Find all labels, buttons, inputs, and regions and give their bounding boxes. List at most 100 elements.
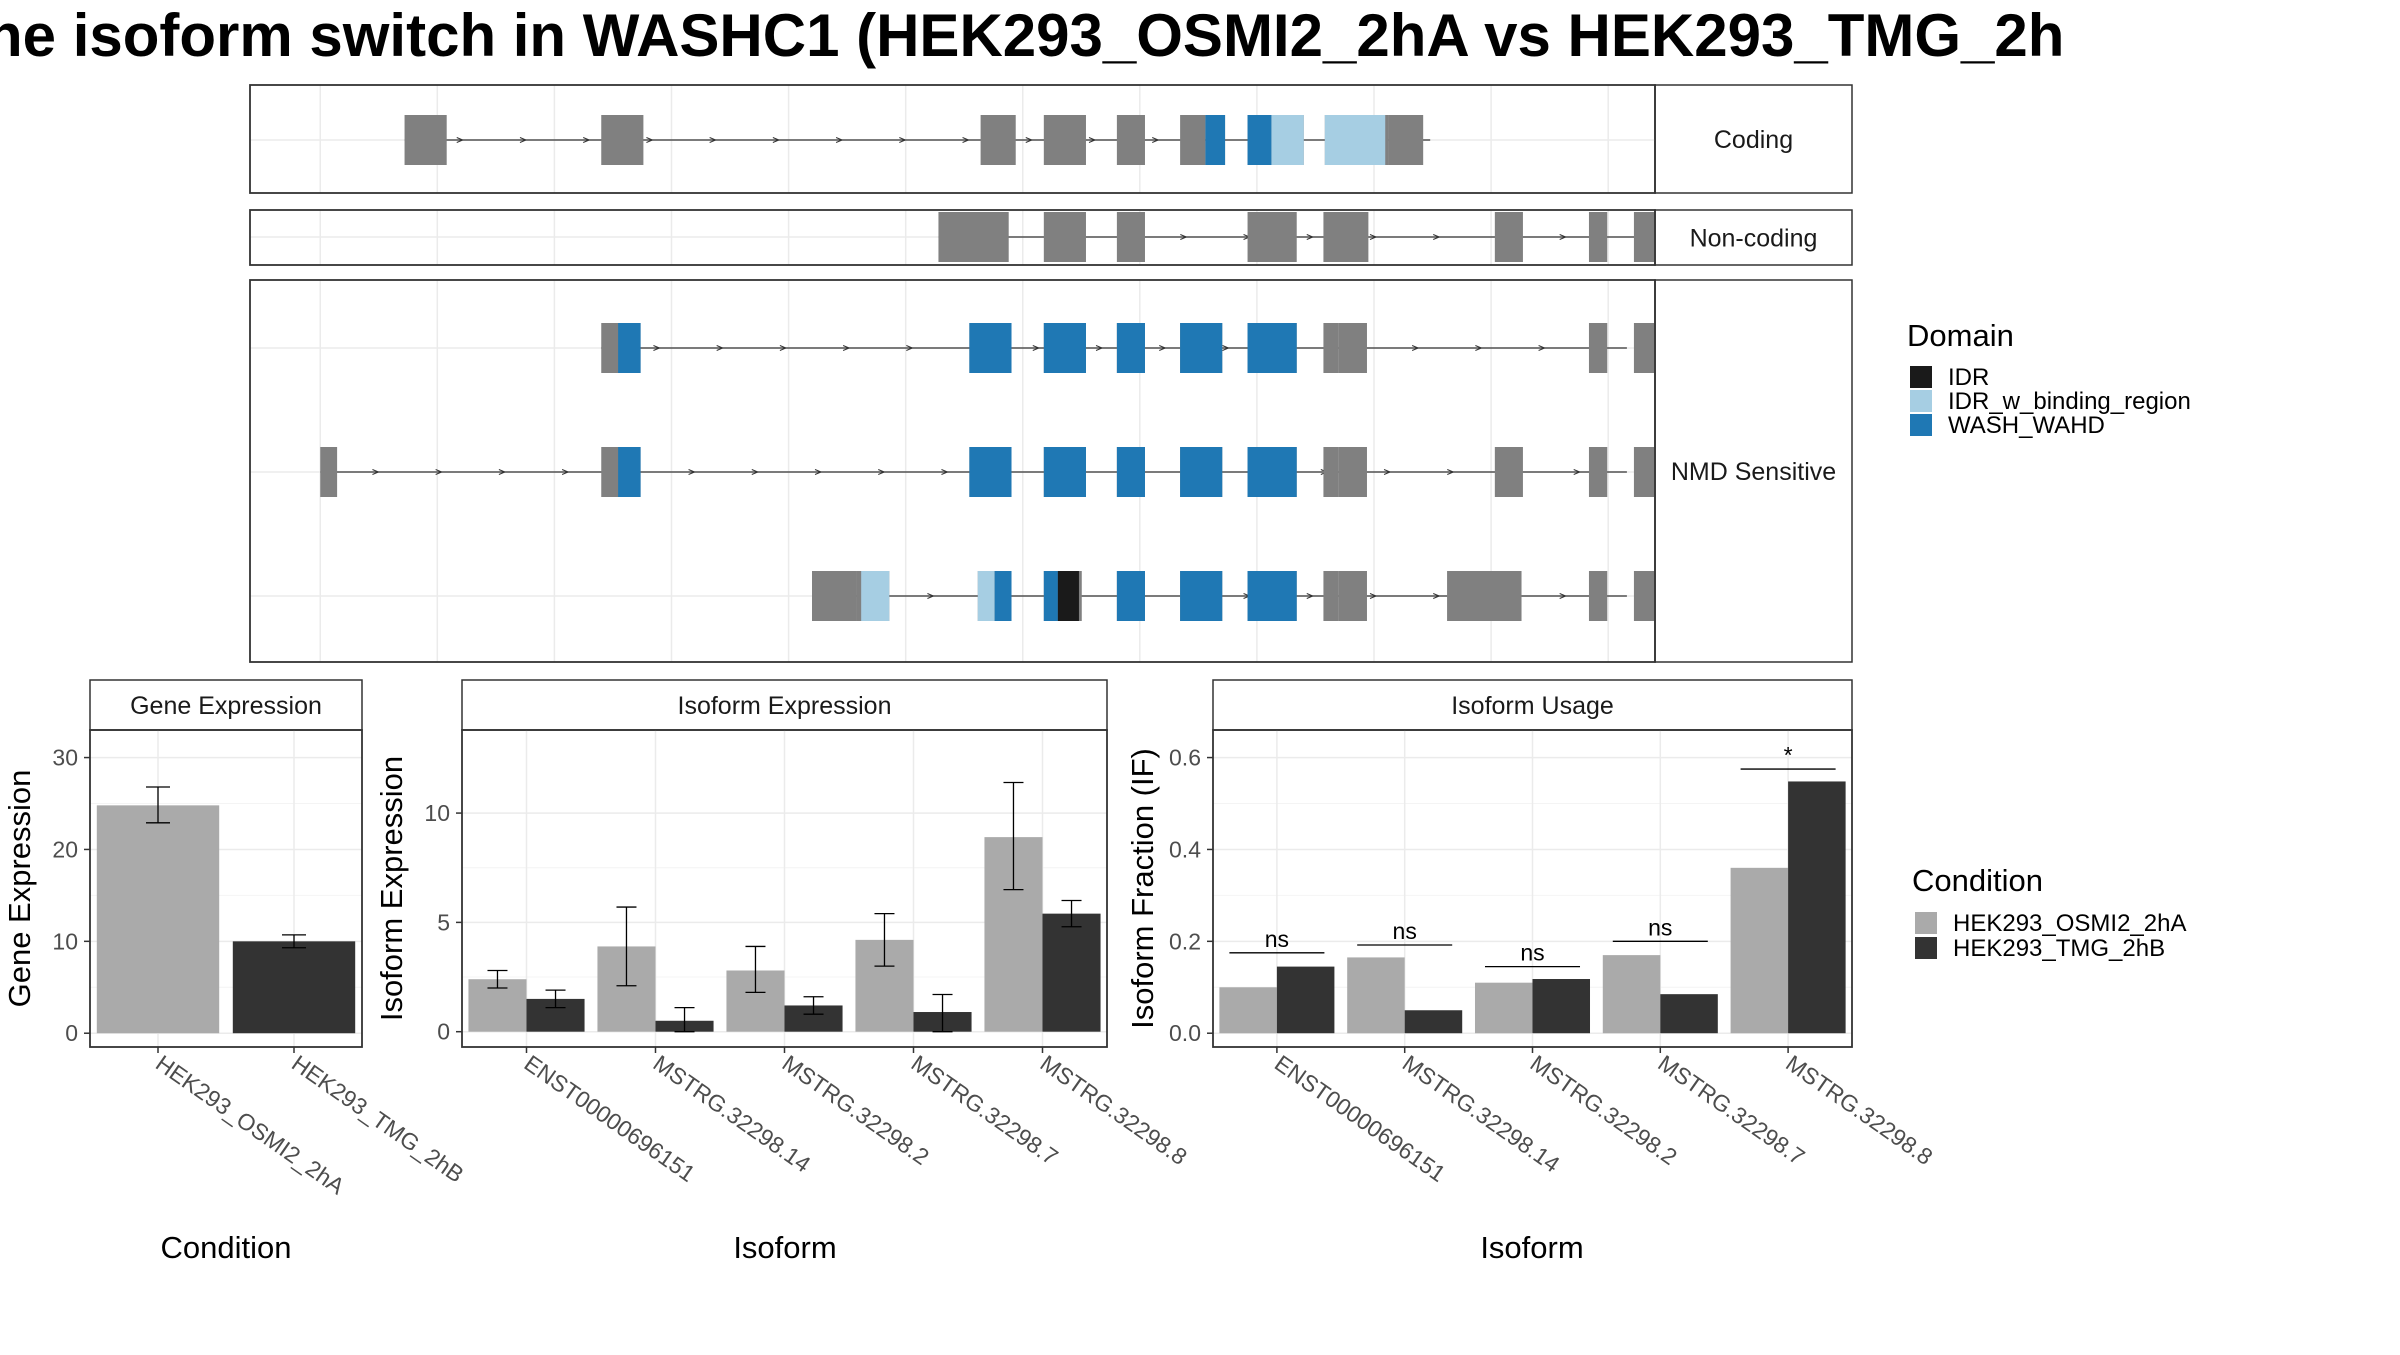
- structure-group-0: Coding ENST00000696151(Unchanged usage): [22, 84, 1853, 194]
- exon: [1323, 571, 1339, 621]
- intron-arrow: [1159, 345, 1167, 351]
- exon: [1338, 323, 1367, 373]
- intron-arrow: [1152, 137, 1160, 143]
- condition-legend-label: HEK293_OSMI2_2hA: [1953, 910, 2186, 937]
- intron-arrow: [1222, 345, 1230, 351]
- intron-arrow: [814, 469, 823, 475]
- x-axis-title: Isoform: [733, 1230, 836, 1265]
- isoform-name: MSTRG.32298.14: [40, 323, 233, 350]
- exon: [1588, 212, 1608, 262]
- intron-arrow: [498, 469, 507, 475]
- isoform-track: MSTRG.32298.14(Decreased usage): [29, 323, 1655, 378]
- domain-legend-label: WASH_WAHD: [1948, 412, 2105, 439]
- exon: [812, 571, 857, 621]
- isoform-usage-label: (Decreased usage): [29, 475, 233, 502]
- domain-legend-key: [1910, 414, 1932, 436]
- bar: [1276, 966, 1335, 1034]
- exon: [601, 115, 644, 165]
- chart-panel-1: Isoform Expression0510ENST00000696151MST…: [374, 679, 1192, 1265]
- domain-wash_wahd: [1116, 571, 1145, 621]
- exon: [1633, 323, 1655, 373]
- bar: [232, 941, 356, 1034]
- significance-label: ns: [1520, 940, 1544, 966]
- chart-border: [1212, 729, 1853, 1048]
- intron-arrow: [1306, 234, 1315, 240]
- domain-wash_wahd: [1180, 447, 1223, 497]
- bar: [1042, 913, 1101, 1032]
- bar: [1404, 1010, 1463, 1034]
- intron-arrow: [779, 345, 788, 351]
- strip-label: Non-coding: [1690, 225, 1818, 253]
- bar: [1347, 957, 1405, 1034]
- bar-chart-panels: Gene Expression0102030HEK293_OSMI2_2hAHE…: [2, 679, 1938, 1265]
- domain-idr_w_binding_region: [1324, 115, 1386, 165]
- domain-wash_wahd: [969, 323, 1012, 373]
- intron-arrow: [561, 469, 570, 475]
- intron-arrow: [899, 137, 907, 143]
- exon: [1323, 212, 1369, 262]
- exon: [1338, 447, 1367, 497]
- significance-label: ns: [1265, 926, 1289, 952]
- isoform-name: ENST00000696151: [22, 115, 233, 142]
- panel-background: [250, 280, 1655, 662]
- intron-arrow: [878, 469, 886, 475]
- domain-wash_wahd: [1247, 447, 1297, 497]
- domain-wash_wahd: [618, 447, 641, 497]
- intron-arrow: [1559, 593, 1567, 599]
- condition-legend-title: Condition: [1912, 863, 2043, 898]
- domain-wash_wahd: [1043, 571, 1058, 621]
- exon: [1588, 571, 1608, 621]
- chart-strip: [89, 679, 363, 731]
- exon: [1588, 323, 1608, 373]
- y-tick-label: 20: [52, 836, 78, 862]
- domain-wash_wahd: [1116, 447, 1145, 497]
- bar: [1602, 955, 1661, 1034]
- intron-arrow: [1032, 345, 1041, 351]
- intron-arrow: [1433, 234, 1441, 240]
- strip-background: [1654, 209, 1853, 266]
- intron-arrow: [772, 137, 781, 143]
- domain-wash_wahd: [1043, 447, 1086, 497]
- domain-wash_wahd: [1180, 571, 1223, 621]
- isoform-track: MSTRG.32298.2(Unchanged usage): [22, 212, 1655, 267]
- chart-strip: [461, 679, 1108, 731]
- intron-arrow: [456, 137, 465, 143]
- exon: [1043, 212, 1086, 262]
- isoform-usage-label: (Unchanged usage): [22, 143, 233, 170]
- isoform-usage-label: (Unchanged usage): [22, 240, 233, 267]
- intron-arrow: [835, 137, 844, 143]
- exon: [1043, 115, 1086, 165]
- y-tick-label: 0.0: [1169, 1020, 1201, 1046]
- bar: [96, 805, 220, 1034]
- intron-arrow: [1538, 345, 1546, 351]
- exon: [1633, 212, 1655, 262]
- y-tick-label: 0.2: [1169, 928, 1201, 954]
- isoform-track: ENST00000696151(Unchanged usage): [22, 115, 1655, 170]
- intron-arrow: [716, 345, 724, 351]
- domain-wash_wahd: [618, 323, 641, 373]
- domain-wash_wahd: [1205, 115, 1226, 165]
- exon: [320, 447, 338, 497]
- intron-arrow: [646, 137, 654, 143]
- intron-arrow: [1369, 234, 1378, 240]
- exon: [404, 115, 447, 165]
- isoform-usage-label: (Decreased usage): [29, 351, 233, 378]
- y-axis-title: Gene Expression: [2, 770, 37, 1008]
- exon: [1388, 115, 1424, 165]
- intron-arrow: [906, 345, 914, 351]
- isoform-name: MSTRG.32298.2: [53, 212, 233, 239]
- exon: [1338, 571, 1367, 621]
- intron-arrow: [751, 469, 760, 475]
- intron-arrow: [1095, 345, 1104, 351]
- exon: [980, 115, 1016, 165]
- structure-group-1: Non-coding MSTRG.32298.2(Unchanged usage): [22, 209, 1853, 267]
- intron-arrow: [1383, 469, 1392, 475]
- domain-wash_wahd: [1180, 323, 1223, 373]
- domain-idr_w_binding_region: [861, 571, 890, 621]
- isoform-name: MSTRG.32298.7: [53, 447, 233, 474]
- chart-strip: [1212, 679, 1853, 731]
- exon: [1447, 571, 1522, 621]
- x-axis-title: Isoform: [1480, 1230, 1583, 1265]
